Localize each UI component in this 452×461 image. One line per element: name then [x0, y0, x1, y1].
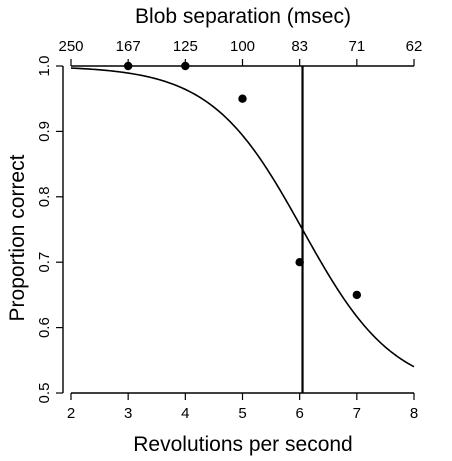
- x-tick-label-4: 4: [181, 405, 189, 422]
- y-tick-label-0.6: 0.6: [36, 317, 53, 338]
- x-tick-label-2: 2: [67, 405, 75, 422]
- y-tick-label-0.5: 0.5: [36, 383, 53, 404]
- x-axis-title: Revolutions per second: [133, 433, 352, 456]
- fit-curve: [70, 67, 415, 368]
- data-point-2: [238, 94, 247, 103]
- top-tick-label-83: 83: [291, 38, 308, 55]
- top-tick-label-62: 62: [406, 38, 423, 55]
- data-point-4: [352, 290, 362, 300]
- top-tick-label-250: 250: [58, 38, 83, 55]
- plot-area: [70, 61, 415, 393]
- data-point-1: [181, 61, 190, 71]
- top-tick-label-71: 71: [348, 38, 365, 55]
- y-tick-label-0.8: 0.8: [36, 186, 53, 207]
- top-tick-label-100: 100: [230, 38, 255, 55]
- x-tick-label-3: 3: [124, 405, 132, 422]
- y-axis-title: Proportion correct: [6, 154, 29, 321]
- top-tick-label-125: 125: [173, 38, 198, 55]
- x-tick-label-5: 5: [238, 405, 246, 422]
- left-axis: 0.5 0.6 0.7 0.8 0.9 1.0: [36, 56, 64, 404]
- x-tick-label-8: 8: [410, 405, 418, 422]
- bottom-axis: 2 3 4 5 6 7 8: [67, 392, 418, 422]
- y-tick-label-0.7: 0.7: [36, 252, 53, 273]
- y-tick-label-0.9: 0.9: [36, 121, 53, 142]
- top-axis: 250 167 125 100 83 71 62: [58, 38, 423, 67]
- top-axis-title: Blob separation (msec): [135, 5, 351, 28]
- data-point-3: [295, 258, 304, 267]
- data-point-0: [123, 61, 133, 71]
- x-tick-label-6: 6: [295, 405, 303, 422]
- top-tick-label-167: 167: [116, 38, 141, 55]
- y-tick-label-1.0: 1.0: [36, 56, 53, 77]
- x-tick-label-7: 7: [353, 405, 361, 422]
